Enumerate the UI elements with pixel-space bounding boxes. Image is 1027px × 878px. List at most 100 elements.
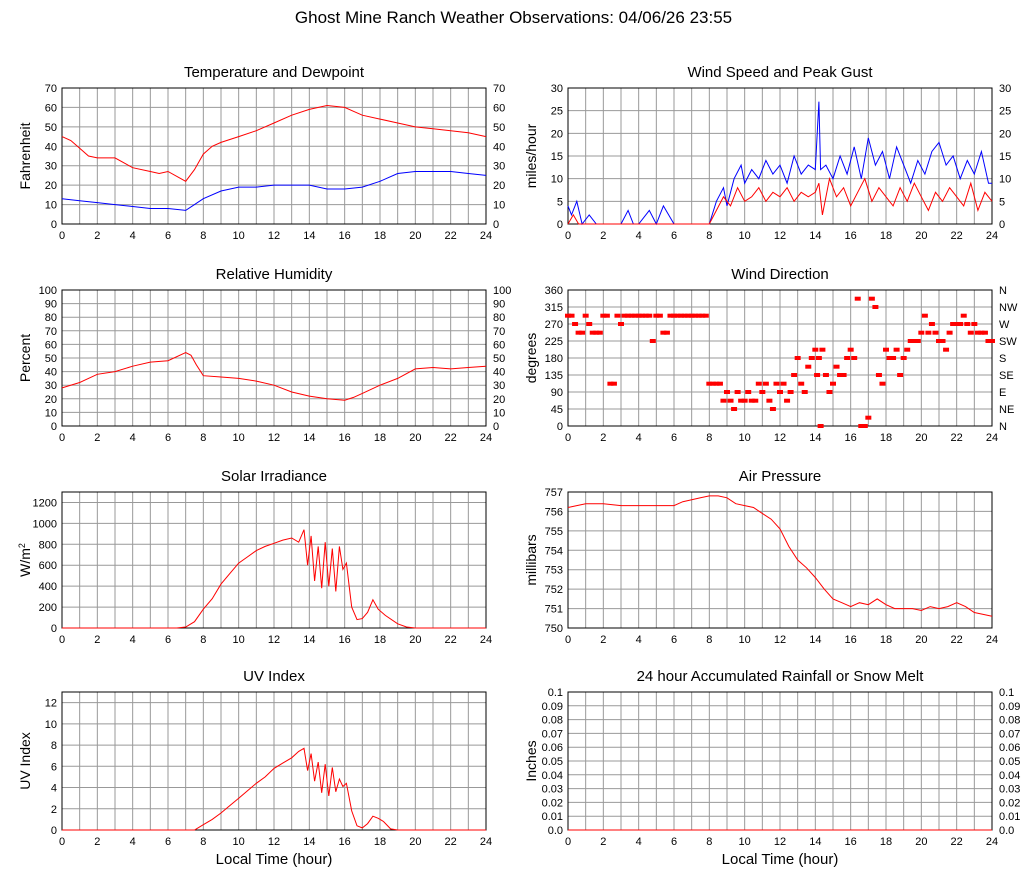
x-tick-label: 12 bbox=[268, 432, 280, 444]
right-tick-label: 100 bbox=[493, 285, 511, 297]
x-tick-label: 10 bbox=[739, 432, 751, 444]
right-tick-label: 20 bbox=[493, 180, 505, 192]
wind-direction-point bbox=[734, 390, 741, 394]
series-line-rh-0 bbox=[61, 352, 487, 401]
x-tick-label: 4 bbox=[636, 432, 642, 444]
wind-direction-point bbox=[695, 313, 702, 318]
x-tick-label: 18 bbox=[880, 230, 892, 242]
x-tick-label: 10 bbox=[739, 836, 751, 848]
x-tick-label: 14 bbox=[303, 432, 315, 444]
x-tick-label: 8 bbox=[200, 836, 206, 848]
x-tick-label: 4 bbox=[130, 836, 136, 848]
wind-direction-point bbox=[656, 313, 663, 318]
x-tick-label: 6 bbox=[165, 230, 171, 242]
right-tick-label: 10 bbox=[493, 407, 505, 419]
wind-direction-point bbox=[911, 339, 918, 343]
y-tick-label: 20 bbox=[45, 394, 57, 406]
right-tick-label: 30 bbox=[999, 83, 1011, 95]
wind-direction-point bbox=[805, 364, 812, 369]
x-tick-label: 10 bbox=[739, 634, 751, 646]
wind-direction-point bbox=[918, 330, 925, 335]
right-tick-label: 0 bbox=[493, 421, 499, 433]
y-tick-label: 0 bbox=[51, 421, 57, 433]
wind-direction-point bbox=[579, 330, 586, 335]
y-axis-label: UV Index bbox=[17, 732, 33, 790]
wind-direction-point bbox=[791, 373, 798, 377]
x-tick-label: 20 bbox=[409, 634, 421, 646]
wind-direction-point bbox=[830, 381, 836, 386]
y-tick-label: 757 bbox=[545, 487, 563, 499]
right-tick-label: S bbox=[999, 353, 1006, 365]
right-tick-label: 30 bbox=[493, 380, 505, 392]
plot-frame bbox=[567, 491, 993, 629]
x-tick-label: 8 bbox=[200, 230, 206, 242]
wind-direction-point bbox=[794, 356, 801, 360]
wind-direction-point bbox=[946, 330, 953, 335]
wind-direction-point bbox=[815, 356, 822, 360]
x-tick-label: 20 bbox=[409, 836, 421, 848]
wind-direction-point bbox=[610, 381, 617, 386]
right-tick-label: 0.03 bbox=[999, 784, 1020, 796]
chart-title: Wind Direction bbox=[731, 266, 829, 283]
right-tick-label: 0.04 bbox=[999, 770, 1020, 782]
wind-direction-point bbox=[900, 356, 907, 360]
x-tick-label: 22 bbox=[445, 634, 457, 646]
x-tick-label: 12 bbox=[268, 836, 280, 848]
y-tick-label: 10 bbox=[45, 200, 57, 212]
series-line-solar-0 bbox=[62, 529, 486, 629]
wind-direction-point bbox=[692, 313, 699, 318]
y-tick-label: 50 bbox=[45, 353, 57, 365]
wind-direction-point bbox=[589, 330, 596, 335]
x-tick-label: 20 bbox=[915, 634, 927, 646]
wind-direction-point bbox=[840, 373, 847, 377]
right-tick-label: 10 bbox=[493, 200, 505, 212]
y-tick-label: 45 bbox=[551, 404, 563, 416]
wind-direction-point bbox=[596, 330, 603, 335]
y-tick-label: 800 bbox=[39, 539, 57, 551]
x-tick-label: 6 bbox=[671, 230, 677, 242]
wind-direction-point bbox=[628, 313, 635, 318]
y-axis-label: Inches bbox=[523, 740, 539, 781]
right-tick-label: 0 bbox=[493, 219, 499, 231]
y-tick-label: 0.01 bbox=[542, 811, 563, 823]
wind-direction-point bbox=[575, 330, 582, 335]
wind-direction-point bbox=[957, 322, 964, 326]
x-tick-label: 2 bbox=[94, 432, 100, 444]
wind-direction-point bbox=[974, 330, 981, 335]
y-tick-label: 0.1 bbox=[548, 687, 563, 699]
y-tick-label: 100 bbox=[39, 285, 57, 297]
wind-direction-point bbox=[731, 407, 738, 411]
wind-direction-point bbox=[851, 356, 858, 360]
wind-direction-point bbox=[943, 347, 950, 352]
x-tick-label: 22 bbox=[445, 432, 457, 444]
y-tick-label: 180 bbox=[545, 353, 563, 365]
x-tick-label: 18 bbox=[880, 836, 892, 848]
chart-title: Solar Irradiance bbox=[221, 468, 327, 485]
wind-direction-point bbox=[844, 356, 851, 360]
wind-direction-point bbox=[766, 398, 773, 403]
wind-direction-point bbox=[674, 313, 681, 318]
y-tick-label: 60 bbox=[45, 102, 57, 114]
x-tick-label: 24 bbox=[986, 230, 998, 242]
wind-direction-point bbox=[967, 330, 974, 335]
x-tick-label: 6 bbox=[671, 432, 677, 444]
wind-direction-point bbox=[678, 313, 685, 318]
y-tick-label: 70 bbox=[45, 326, 57, 338]
x-tick-label: 2 bbox=[600, 634, 606, 646]
chart-rh: 0102030405060708090100010203040506070809… bbox=[17, 266, 511, 444]
right-tick-label: 60 bbox=[493, 339, 505, 351]
wind-direction-point bbox=[808, 356, 815, 360]
x-tick-label: 16 bbox=[339, 230, 351, 242]
wind-direction-point bbox=[928, 322, 935, 326]
y-axis-label: miles/hour bbox=[523, 123, 539, 188]
right-tick-label: 0.09 bbox=[999, 701, 1020, 713]
x-tick-label: 14 bbox=[809, 432, 821, 444]
x-tick-label: 16 bbox=[845, 432, 857, 444]
wind-direction-point bbox=[890, 356, 897, 360]
y-tick-label: 10 bbox=[45, 719, 57, 731]
y-tick-label: 1000 bbox=[33, 518, 57, 530]
x-tick-label: 16 bbox=[339, 634, 351, 646]
wind-direction-point bbox=[625, 313, 632, 318]
